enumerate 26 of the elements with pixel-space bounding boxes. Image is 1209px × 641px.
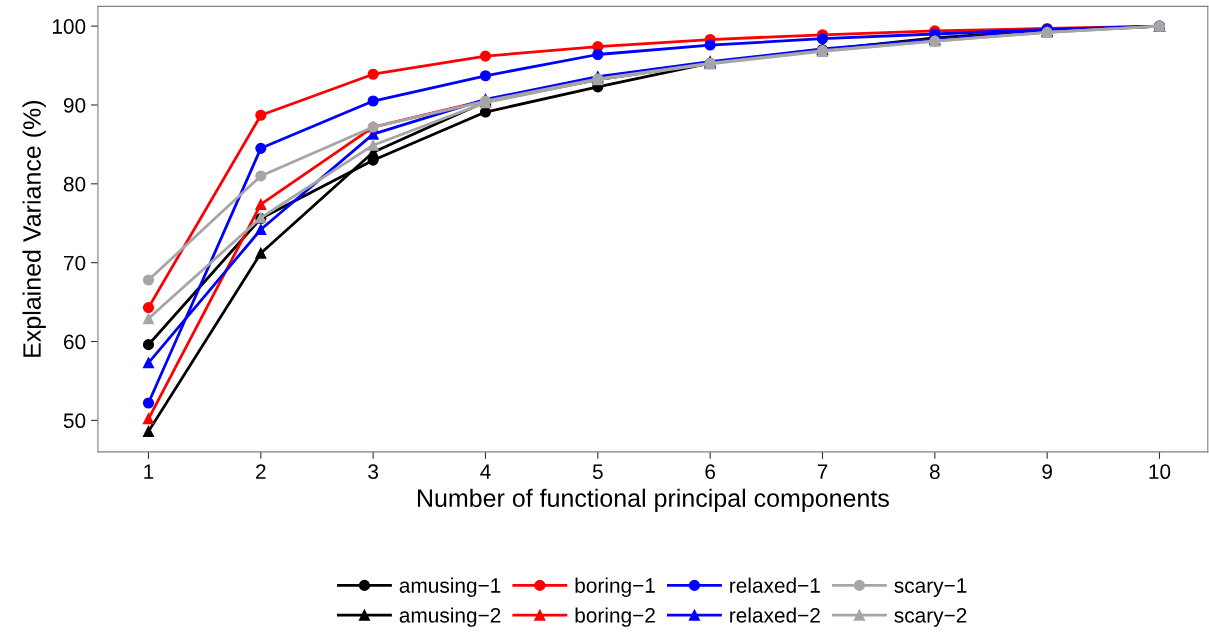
x-tick-label: 2 [256, 464, 266, 479]
legend-label: relaxed−2 [730, 607, 820, 623]
legend-label: relaxed−1 [730, 577, 820, 593]
y-tick-label: 90 [63, 97, 86, 113]
legend-label: boring−1 [575, 577, 655, 597]
legend-label: amusing−1 [399, 577, 501, 597]
legend-label: scary−2 [894, 607, 967, 627]
x-tick-label: 7 [817, 464, 828, 479]
y-tick-label: 50 [63, 413, 86, 429]
y-axis-title: Explained Variance (%) [22, 101, 46, 357]
x-tick-label: 4 [480, 464, 491, 479]
x-tick-label: 5 [592, 464, 603, 480]
y-tick-label: 100 [52, 19, 86, 34]
legend-label: scary−1 [894, 578, 967, 597]
x-tick-label: 10 [1149, 464, 1171, 480]
x-tick-label: 1 [144, 464, 154, 479]
x-tick-label: 6 [705, 464, 716, 480]
x-tick-label: 8 [929, 464, 940, 480]
legend-label: amusing−2 [399, 607, 501, 627]
y-tick-label: 80 [63, 176, 86, 192]
x-tick-label: 9 [1042, 464, 1052, 480]
x-tick-label: 3 [368, 464, 379, 480]
y-tick-label: 70 [64, 255, 86, 271]
x-axis-title: Number of functional principal components [417, 488, 889, 512]
y-tick-label: 60 [64, 334, 86, 350]
legend-label: boring−2 [575, 607, 655, 627]
